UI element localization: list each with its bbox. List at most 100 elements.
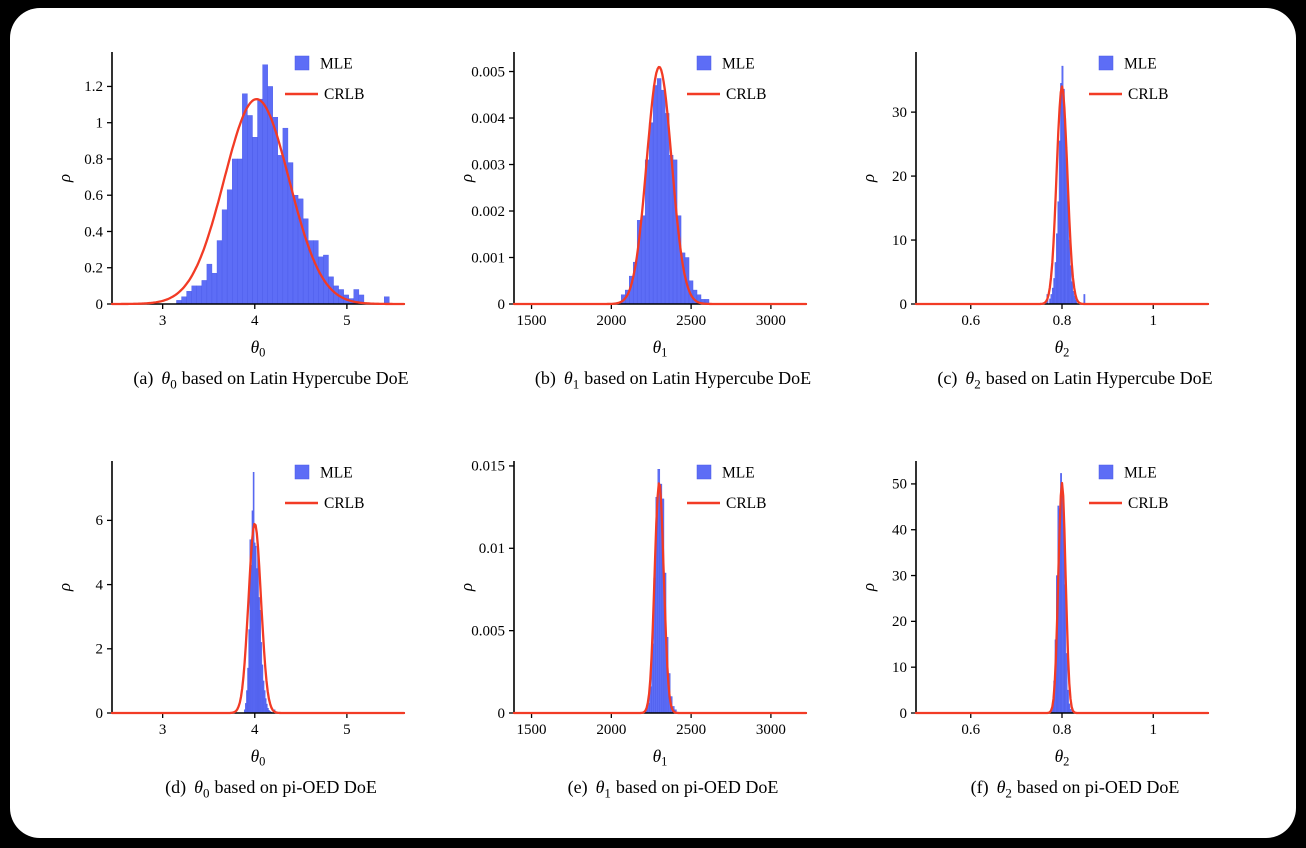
crlb-curve (914, 481, 1210, 715)
x-tick-label: 3 (159, 313, 167, 329)
histogram-bar (247, 115, 253, 305)
x-tick-label: 0.8 (1053, 722, 1072, 738)
histogram-bar (277, 155, 284, 305)
legend-mle-swatch (696, 464, 712, 480)
x-axis-label: θ1 (653, 746, 668, 769)
histogram-bar (1058, 140, 1061, 305)
y-tick-label: 20 (892, 614, 907, 630)
theta-subscript: 1 (572, 376, 580, 392)
histogram-bar (1053, 278, 1056, 305)
tick-marks (107, 519, 348, 718)
caption-parameter: θ1 (596, 777, 611, 801)
subplot-caption-e: (e) θ1 based on pi-OED DoE (540, 774, 779, 801)
y-tick-label: 0.001 (471, 250, 505, 266)
y-tick-label: 0.4 (84, 224, 103, 240)
y-tick-label: 4 (96, 577, 104, 593)
histogram-bar (221, 209, 228, 305)
histogram-bar (664, 113, 670, 305)
legend-mle-label: MLE (1124, 56, 1157, 73)
caption-text: based on pi-OED DoE (615, 777, 779, 797)
histogram-bar (216, 240, 223, 305)
histogram-bar (652, 85, 658, 305)
legend-mle-label: MLE (320, 56, 353, 73)
y-tick-label: 1 (96, 116, 104, 132)
x-axis-label: θ1 (653, 337, 668, 360)
y-tick-label: 0 (96, 706, 104, 722)
y-tick-label: 0.6 (84, 188, 103, 204)
y-tick-label: 20 (892, 169, 907, 185)
y-tick-label: 0.2 (84, 261, 103, 277)
caption-text: based on pi-OED DoE (214, 777, 377, 797)
histogram-bar (232, 158, 238, 305)
y-tick-label: 30 (892, 105, 907, 121)
x-tick-label: 2000 (596, 313, 626, 329)
histogram-bar (272, 117, 279, 305)
tick-marks (911, 483, 1154, 718)
legend: MLE CRLB (687, 464, 766, 512)
histogram-bar (1056, 233, 1058, 305)
y-axis-label: ρ (459, 583, 476, 592)
histogram-bars (1046, 65, 1086, 305)
y-tick-label: 10 (892, 660, 907, 676)
caption-parameter: θ2 (965, 368, 980, 392)
x-tick-label: 5 (343, 313, 351, 329)
y-axis-label: ρ (861, 174, 878, 183)
histogram-bar (191, 285, 197, 305)
legend-crlb-label: CRLB (1128, 495, 1168, 512)
legend-mle-label: MLE (1124, 465, 1157, 482)
histogram-chart-e: 1500 2000 2500 3000 0 0.005 0.01 0.015 ρ θ1 MLE CRL… (459, 459, 808, 769)
x-tick-label: 3 (159, 722, 167, 738)
legend-mle-swatch (696, 55, 712, 71)
x-tick-label: 1 (1150, 722, 1158, 738)
caption-parameter: θ0 (161, 368, 176, 392)
caption-label: (c) (937, 368, 958, 388)
crlb-curve (512, 482, 808, 715)
subplot-e: 1500 2000 2500 3000 0 0.005 0.01 0.015 ρ θ1 MLE CRL… (459, 447, 859, 838)
histogram-bar (206, 263, 213, 305)
crlb-curve (914, 85, 1210, 306)
caption-label: (d) (165, 777, 187, 797)
y-axis-label: ρ (57, 174, 74, 183)
histogram-chart-a: 3 4 5 0 0.2 0.4 0.6 0.8 1 1.2 ρ θ0 MLE CRLB (57, 52, 406, 360)
y-tick-label: 0 (498, 297, 506, 313)
y-tick-label: 0.01 (479, 541, 505, 557)
subplot-f: 0.60.8101020304050ρθ2MLECRLB (f)θ2based … (861, 447, 1261, 838)
histogram-bar (313, 240, 319, 305)
caption-text: based on Latin Hypercube DoE (985, 368, 1213, 388)
x-axis-label: θ0 (251, 746, 266, 769)
x-tick-label: 1500 (517, 722, 547, 738)
histogram-bar (226, 189, 233, 305)
x-axis-label: θ2 (1055, 746, 1070, 769)
histogram-bar (252, 137, 258, 305)
legend-crlb-label: CRLB (1128, 86, 1168, 103)
legend-mle-swatch (294, 55, 310, 71)
caption-parameter: θ0 (194, 777, 209, 801)
caption-text: based on Latin Hypercube DoE (584, 368, 812, 388)
histogram-bar (186, 291, 192, 305)
x-axis-label: θ2 (1055, 337, 1070, 360)
theta-subscript: 2 (974, 376, 981, 392)
caption-label: (a) (133, 368, 154, 388)
histogram-bar (181, 296, 187, 305)
x-tick-label: 3000 (756, 313, 786, 329)
caption-label: (b) (534, 368, 556, 388)
caption-label: (f) (970, 777, 989, 797)
tick-marks (911, 111, 1154, 309)
histogram-bar (282, 127, 289, 305)
y-axis-label: ρ (459, 174, 476, 183)
y-tick-label: 0.004 (471, 111, 505, 127)
crlb-curve (110, 522, 406, 715)
histogram-bar (1069, 265, 1072, 305)
histogram-bar (1050, 294, 1053, 305)
histogram-bar (1051, 287, 1054, 305)
legend: MLE CRLB (687, 55, 766, 103)
legend-mle-swatch (294, 464, 310, 480)
x-tick-label: 1 (1150, 313, 1158, 329)
y-tick-label: 0.005 (471, 64, 505, 80)
legend: MLE CRLB (285, 464, 364, 512)
histogram-chart-d: 3 4 5 0 2 4 6 ρ θ0 MLE CRLB (57, 461, 406, 769)
